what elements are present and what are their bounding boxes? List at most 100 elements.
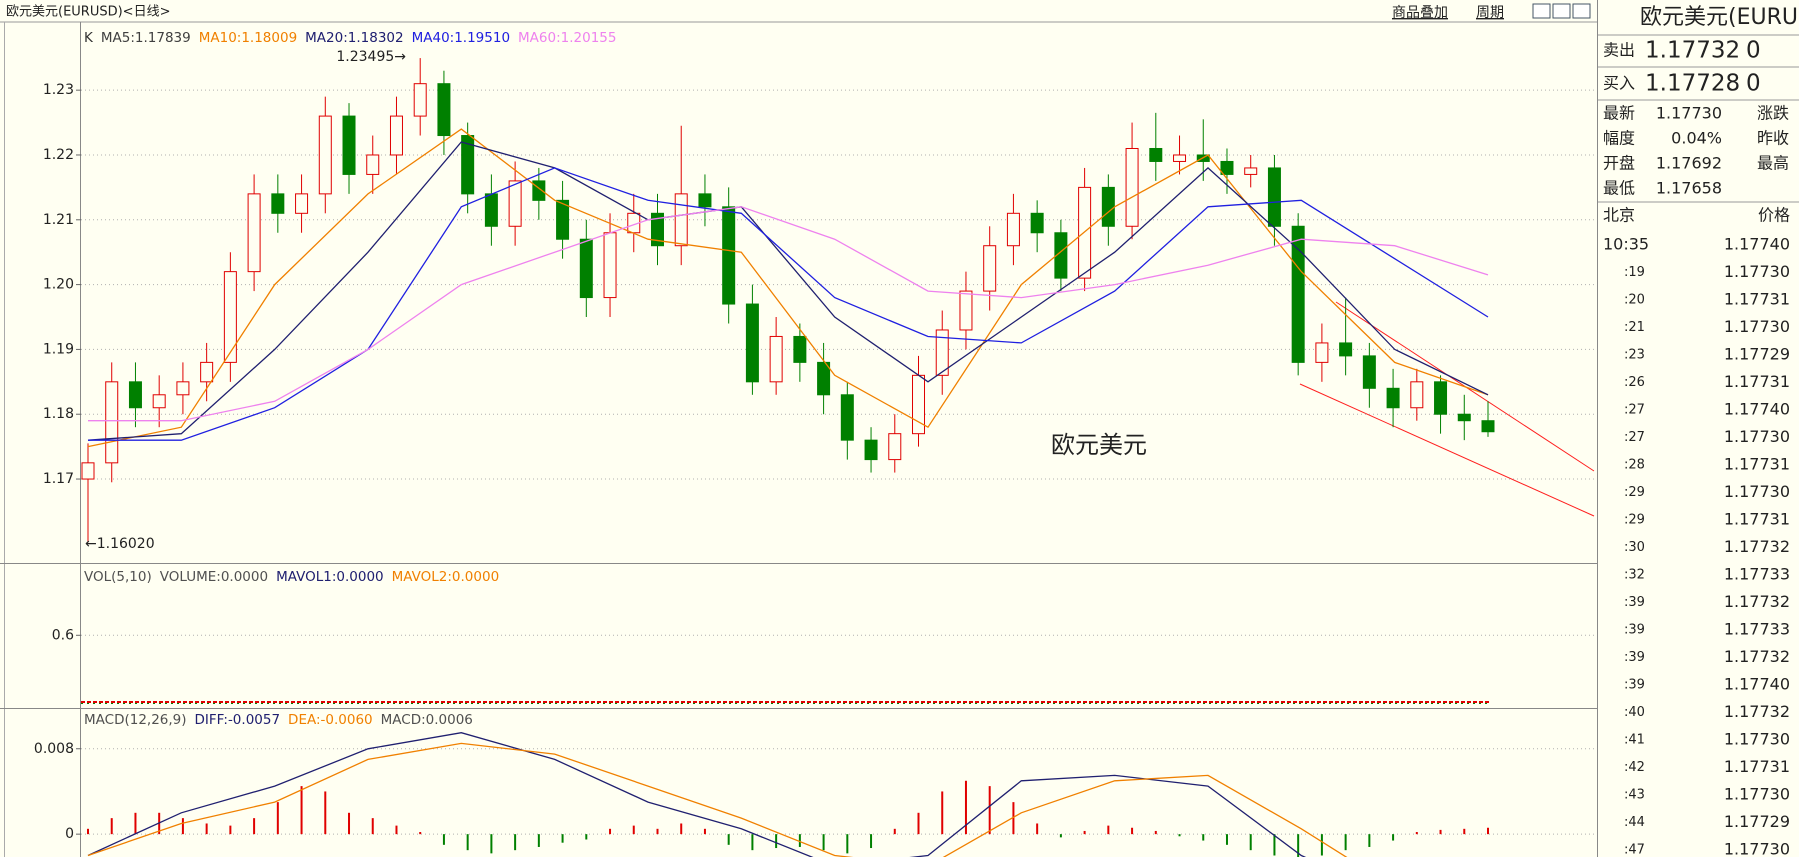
- tick-time: :47: [1624, 843, 1645, 857]
- tick-price: 1.17730: [1724, 840, 1790, 857]
- candle-body: [888, 433, 902, 461]
- candle-body: [1291, 225, 1305, 363]
- legend-item: MA10:1.18009: [199, 30, 297, 46]
- stat-label: 最新: [1603, 104, 1635, 123]
- candle-body: [1457, 413, 1471, 422]
- quote-qty: 0: [1746, 71, 1761, 97]
- candle-body: [1054, 232, 1068, 279]
- candle-body: [769, 335, 783, 383]
- tick-time: :27: [1624, 430, 1645, 445]
- window-buttons: [1532, 3, 1591, 19]
- candle-body: [1481, 420, 1495, 433]
- candle-body: [864, 439, 878, 461]
- candle-body: [152, 394, 166, 409]
- candle-body: [223, 271, 237, 363]
- tick-time: :44: [1624, 815, 1645, 830]
- candle-body: [959, 290, 973, 331]
- tick-time: :20: [1624, 293, 1645, 308]
- ma-line: [88, 167, 1489, 441]
- dea-line: [87, 742, 1348, 857]
- candle-body: [745, 303, 759, 383]
- legend: VOL(5,10) VOLUME:0.0000 MAVOL1:0.0000 MAVOL…: [84, 569, 499, 585]
- legend-item: MAVOL1:0.0000: [276, 569, 384, 585]
- candle-body: [200, 361, 214, 383]
- tick-price: 1.17729: [1724, 812, 1790, 831]
- ticks-header: 价格: [1758, 206, 1790, 225]
- stat-label: 昨收: [1757, 129, 1789, 148]
- candle-body: [1339, 342, 1353, 357]
- candle-body: [650, 212, 664, 247]
- candle-body: [1101, 186, 1115, 227]
- candle-body: [461, 135, 475, 195]
- y-tick-label: 1.21: [43, 212, 74, 228]
- candle-body: [366, 154, 380, 175]
- candle-body: [1362, 355, 1376, 389]
- tick-price: 1.17740: [1724, 235, 1790, 254]
- candle-body: [1078, 186, 1092, 279]
- button[interactable]: [1532, 3, 1551, 19]
- tick-price: 1.17740: [1724, 400, 1790, 419]
- candle-body: [105, 381, 119, 464]
- tick-time: :40: [1624, 705, 1645, 720]
- legend-item: MA20:1.18302: [305, 30, 403, 46]
- candle-body: [271, 193, 285, 214]
- candle-body: [1410, 381, 1424, 409]
- tick-time: :39: [1624, 595, 1645, 610]
- candle-body: [128, 381, 142, 409]
- tick-price: 1.17732: [1724, 537, 1790, 556]
- overlay-link[interactable]: 商品叠加: [1392, 5, 1448, 21]
- channel-line: [1299, 383, 1595, 517]
- candle-body: [389, 115, 403, 156]
- y-tick-label: 1.22: [43, 147, 74, 163]
- candle-body: [793, 335, 807, 363]
- tick-price: 1.17730: [1724, 785, 1790, 804]
- stat-label: 幅度: [1603, 129, 1635, 148]
- candle-body: [1030, 212, 1044, 234]
- chart-watermark: 欧元美元: [1051, 431, 1147, 459]
- candle-body: [1386, 387, 1400, 409]
- candle-body: [1434, 381, 1448, 415]
- tick-price: 1.17732: [1724, 647, 1790, 666]
- tick-price: 1.17730: [1724, 262, 1790, 281]
- legend-item: MACD(12,26,9): [84, 712, 187, 728]
- tick-time: :39: [1624, 650, 1645, 665]
- stat-value: 1.17658: [1656, 179, 1722, 198]
- period-link[interactable]: 周期: [1476, 5, 1504, 21]
- candle-body: [840, 394, 854, 441]
- tick-price: 1.17730: [1724, 730, 1790, 749]
- tick-price: 1.17731: [1724, 290, 1790, 309]
- button[interactable]: [1572, 3, 1591, 19]
- y-tick-label: 0.008: [34, 741, 74, 757]
- low-annotation: ←1.16020: [85, 536, 155, 552]
- candle-body: [698, 193, 712, 208]
- candle-body: [295, 193, 309, 214]
- stat-label: 最高: [1757, 154, 1789, 173]
- candle-body: [508, 180, 522, 227]
- legend-item: MA60:1.20155: [518, 30, 616, 46]
- candle-body: [318, 115, 332, 195]
- legend-item: MA40:1.19510: [412, 30, 510, 46]
- quote-qty: 0: [1746, 38, 1761, 64]
- tick-price: 1.17730: [1724, 317, 1790, 336]
- tick-time: :26: [1624, 375, 1645, 390]
- candle-body: [81, 462, 95, 480]
- high-annotation: 1.23495→: [336, 49, 406, 65]
- ma-line: [87, 141, 1489, 441]
- button[interactable]: [1552, 3, 1571, 19]
- candle-body: [342, 115, 356, 175]
- quote-price: 1.17728: [1645, 71, 1740, 97]
- legend-item: DEA:-0.0060: [288, 712, 373, 728]
- legend-item: MAVOL2:0.0000: [392, 569, 500, 585]
- y-tick-label: 0: [65, 826, 74, 842]
- tick-time: :29: [1624, 485, 1645, 500]
- stat-label: 最低: [1603, 179, 1635, 198]
- tick-time: :21: [1624, 320, 1645, 335]
- candle-body: [1149, 147, 1163, 162]
- tick-time: :30: [1624, 540, 1645, 555]
- legend-item: VOL(5,10): [84, 569, 152, 585]
- tick-price: 1.17730: [1724, 427, 1790, 446]
- window-title: 欧元美元(EURUSD)<日线>: [6, 5, 170, 20]
